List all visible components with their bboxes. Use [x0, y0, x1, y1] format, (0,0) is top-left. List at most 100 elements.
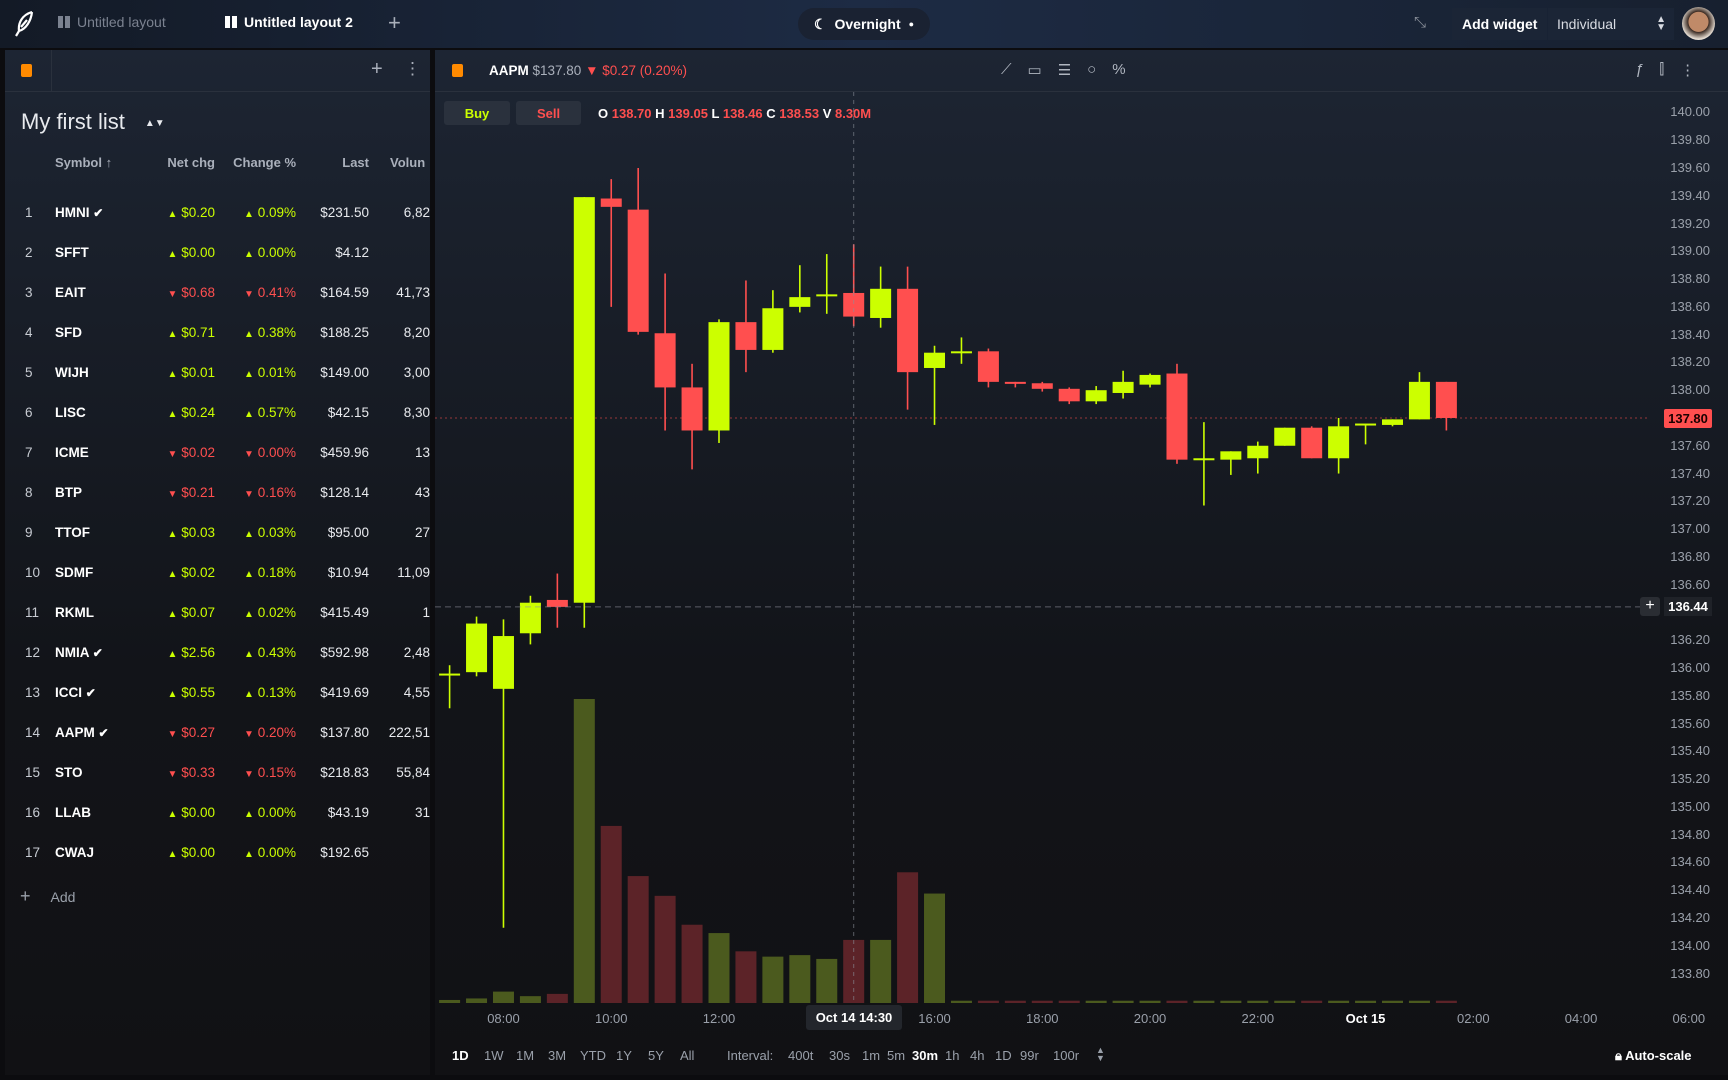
col-header-last[interactable]: Last [342, 155, 369, 170]
buy-button[interactable]: Buy [444, 101, 510, 125]
row-symbol[interactable]: CWAJ [55, 845, 94, 860]
range-ytd-button[interactable]: YTD [580, 1048, 606, 1063]
candle-body[interactable] [1274, 427, 1296, 446]
interval-chevron-icon[interactable]: ▲ ▼ [1096, 1045, 1105, 1063]
col-header-net-chg[interactable]: Net chg [167, 155, 215, 170]
row-symbol[interactable]: HMNI ✔︎ [55, 205, 103, 220]
table-row[interactable]: 17 CWAJ ▲ $0.00 ▲ 0.00% $192.65 [5, 833, 430, 873]
row-symbol[interactable]: NMIA ✔︎ [55, 645, 103, 660]
row-symbol[interactable]: SFD [55, 325, 82, 340]
candle-body[interactable] [1247, 445, 1269, 459]
row-symbol[interactable]: EAIT [55, 285, 86, 300]
range-3m-button[interactable]: 3M [548, 1048, 567, 1063]
link-color-square-icon[interactable] [21, 64, 32, 77]
table-row[interactable]: 11 RKML ▲ $0.07 ▲ 0.02% $415.49 1 [5, 593, 430, 633]
candle-body[interactable] [1031, 383, 1053, 389]
table-row[interactable]: 13 ICCI ✔︎ ▲ $0.55 ▲ 0.13% $419.69 4,55 [5, 673, 430, 713]
rectangle-tool-icon[interactable]: ▭ [1027, 62, 1042, 79]
row-symbol[interactable]: WIJH [55, 365, 89, 380]
collapse-icon[interactable]: ⤡ [1414, 14, 1427, 31]
interval-99r-button[interactable]: 99r [1020, 1048, 1039, 1063]
candle-body[interactable] [762, 308, 784, 350]
interval-1m-button[interactable]: 1m [862, 1048, 881, 1063]
row-symbol[interactable]: ICCI ✔︎ [55, 685, 96, 700]
range-1m-button[interactable]: 1M [516, 1048, 535, 1063]
candle-body[interactable] [681, 387, 703, 431]
candle-body[interactable] [897, 288, 919, 373]
add-symbol-button[interactable]: + Add [20, 886, 75, 907]
interval-400t-button[interactable]: 400t [788, 1048, 814, 1063]
candle-body[interactable] [977, 351, 999, 382]
range-all-button[interactable]: All [680, 1048, 695, 1063]
row-symbol[interactable]: TTOF [55, 525, 90, 540]
hide-drawings-icon[interactable]: % [1112, 61, 1126, 78]
interval-5m-button[interactable]: 5m [887, 1048, 906, 1063]
col-header-volume[interactable]: Volun [390, 155, 426, 170]
candle-body[interactable] [1085, 390, 1107, 402]
candle-body[interactable] [843, 292, 865, 317]
interval-4h-button[interactable]: 4h [970, 1048, 985, 1063]
candle-body[interactable] [1193, 458, 1215, 461]
candle-body[interactable] [519, 602, 541, 634]
candle-body[interactable] [573, 197, 595, 603]
candle-body[interactable] [708, 322, 730, 431]
candle-body[interactable] [492, 636, 514, 689]
session-overnight-pill[interactable]: ☾ Overnight ● [798, 8, 930, 40]
add-widget-button[interactable]: Add widget [1452, 8, 1548, 40]
row-symbol[interactable]: BTP [55, 485, 82, 500]
row-symbol[interactable]: SFFT [55, 245, 89, 260]
interval-1h-button[interactable]: 1h [945, 1048, 960, 1063]
add-plus-icon[interactable]: + [371, 58, 383, 80]
candle-body[interactable] [1355, 423, 1377, 426]
candle-body[interactable] [1435, 381, 1457, 418]
candle-body[interactable] [870, 288, 892, 318]
row-symbol[interactable]: LISC [55, 405, 86, 420]
table-row[interactable]: 8 BTP ▼ $0.21 ▼ 0.16% $128.14 43 [5, 473, 430, 513]
candle-body[interactable] [1328, 426, 1350, 459]
candle-body[interactable] [654, 333, 676, 388]
row-symbol[interactable]: STO [55, 765, 83, 780]
candle-body[interactable] [950, 351, 972, 354]
candle-body[interactable] [466, 623, 488, 673]
candle-body[interactable] [1301, 427, 1323, 459]
comment-tool-icon[interactable]: ○ [1087, 61, 1097, 78]
row-symbol[interactable]: SDMF [55, 565, 93, 580]
candle-body[interactable] [546, 599, 568, 607]
watchlist-title[interactable]: My first list ▲▼ [21, 109, 165, 135]
table-row[interactable]: 16 LLAB ▲ $0.00 ▲ 0.00% $43.19 31 [5, 793, 430, 833]
account-select[interactable]: Individual ▲ ▼ [1548, 8, 1674, 40]
add-tab-plus-icon[interactable]: + [388, 10, 401, 35]
table-row[interactable]: 1 HMNI ✔︎ ▲ $0.20 ▲ 0.09% $231.50 6,82 [5, 193, 430, 233]
table-row[interactable]: 6 LISC ▲ $0.24 ▲ 0.57% $42.15 8,30 [5, 393, 430, 433]
feather-logo-icon[interactable] [14, 11, 36, 37]
symbol-quote[interactable]: AAPM $137.80 ▼ $0.27 (0.20%) [489, 63, 687, 78]
table-row[interactable]: 2 SFFT ▲ $0.00 ▲ 0.00% $4.12 [5, 233, 430, 273]
tab-untitled-layout-2[interactable]: Untitled layout 2 [225, 14, 353, 30]
link-color-square-icon[interactable] [452, 64, 463, 77]
add-alert-plus-icon[interactable]: + [1640, 597, 1660, 616]
candle-body[interactable] [1004, 381, 1026, 384]
candle-body[interactable] [439, 673, 461, 676]
indicators-function-icon[interactable]: ƒ [1635, 61, 1644, 78]
trend-line-tool-icon[interactable]: ⟋ [1001, 61, 1012, 78]
row-symbol[interactable]: RKML [55, 605, 94, 620]
candle-body[interactable] [924, 352, 946, 368]
candle-body[interactable] [600, 198, 622, 207]
col-header-change-pct[interactable]: Change % [233, 155, 296, 170]
table-row[interactable]: 14 AAPM ✔︎ ▼ $0.27 ▼ 0.20% $137.80 222,5… [5, 713, 430, 753]
interval-30m-button[interactable]: 30m [912, 1048, 939, 1063]
candle-body[interactable] [816, 294, 838, 297]
fib-tool-icon[interactable]: ☰ [1057, 62, 1072, 79]
autoscale-toggle[interactable]: 🔒︎ Auto-scale [1615, 1048, 1692, 1064]
candle-body[interactable] [735, 322, 757, 350]
interval-30s-button[interactable]: 30s [829, 1048, 850, 1063]
range-1y-button[interactable]: 1Y [616, 1048, 632, 1063]
more-menu-icon[interactable]: ⋮ [404, 59, 421, 78]
table-row[interactable]: 5 WIJH ▲ $0.01 ▲ 0.01% $149.00 3,00 [5, 353, 430, 393]
col-header-symbol[interactable]: Symbol ↑ [55, 155, 112, 170]
sell-button[interactable]: Sell [516, 101, 581, 125]
table-row[interactable]: 7 ICME ▼ $0.02 ▼ 0.00% $459.96 13 [5, 433, 430, 473]
candle-body[interactable] [1139, 374, 1161, 385]
candle-type-icon[interactable]: ⫿ [1659, 61, 1665, 78]
